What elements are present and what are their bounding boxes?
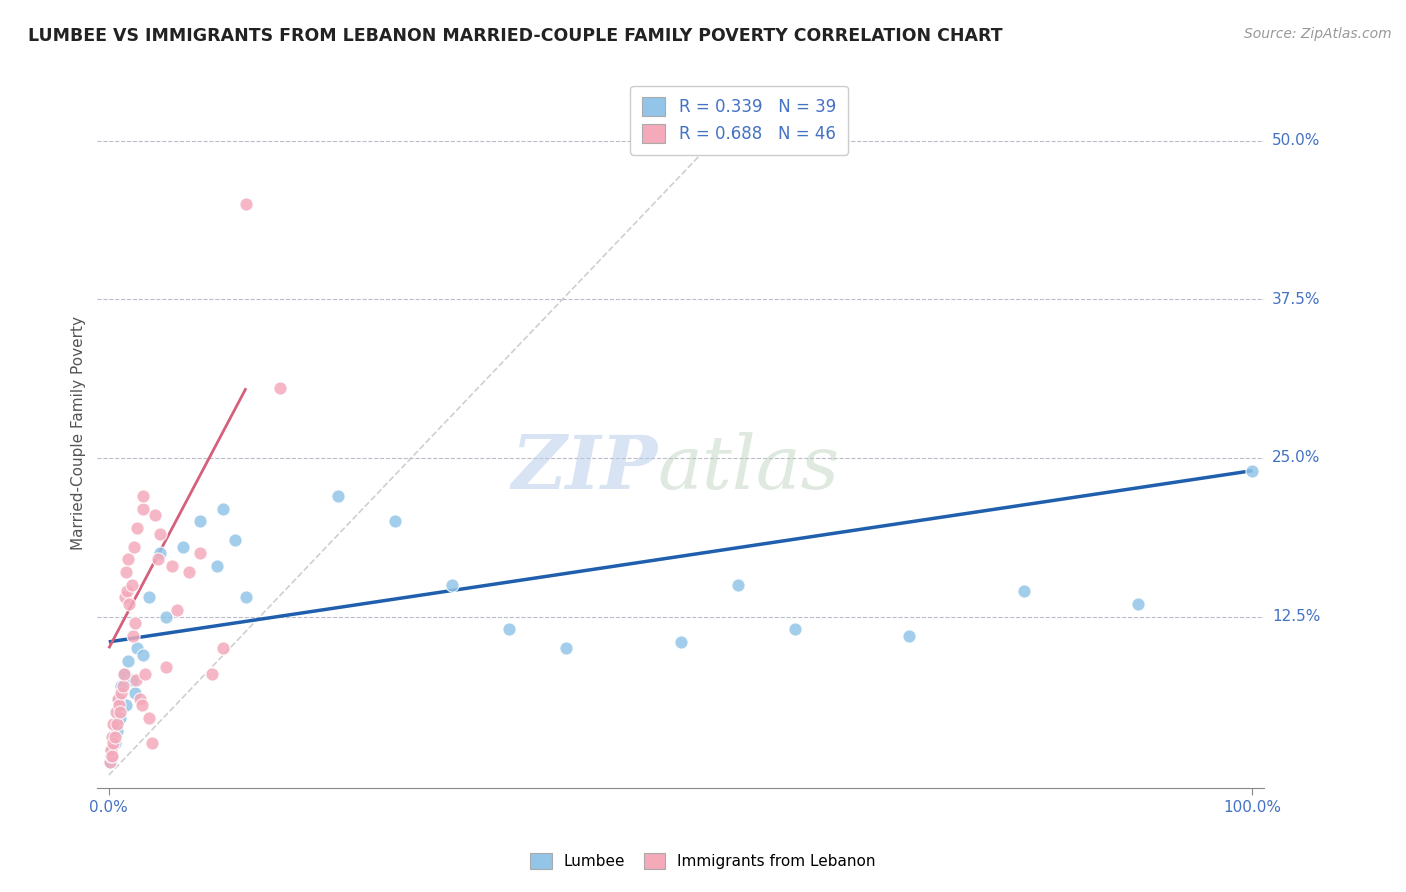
Point bbox=[112, 666, 135, 681]
Point bbox=[110, 705, 132, 719]
Point bbox=[100, 742, 122, 756]
Point bbox=[131, 698, 153, 713]
Point bbox=[108, 698, 131, 713]
Point bbox=[103, 717, 125, 731]
Point bbox=[101, 736, 124, 750]
Point bbox=[149, 527, 172, 541]
Point bbox=[132, 489, 155, 503]
Point bbox=[117, 654, 139, 668]
Point bbox=[98, 756, 121, 770]
Point bbox=[155, 609, 177, 624]
Point bbox=[384, 515, 406, 529]
Text: LUMBEE VS IMMIGRANTS FROM LEBANON MARRIED-COUPLE FAMILY POVERTY CORRELATION CHAR: LUMBEE VS IMMIGRANTS FROM LEBANON MARRIE… bbox=[28, 27, 1002, 45]
Point bbox=[669, 635, 692, 649]
Point bbox=[783, 622, 806, 636]
Point bbox=[115, 698, 138, 713]
Point bbox=[146, 552, 169, 566]
Point bbox=[124, 615, 146, 630]
Point bbox=[141, 736, 163, 750]
Text: 12.5%: 12.5% bbox=[1272, 609, 1320, 624]
Point bbox=[555, 641, 578, 656]
Point bbox=[166, 603, 188, 617]
Point bbox=[188, 515, 211, 529]
Point bbox=[188, 546, 211, 560]
Point bbox=[105, 717, 128, 731]
Point bbox=[121, 578, 143, 592]
Point bbox=[326, 489, 349, 503]
Point bbox=[121, 628, 143, 642]
Point bbox=[132, 501, 155, 516]
Point bbox=[125, 673, 148, 687]
Point bbox=[269, 381, 291, 395]
Point bbox=[124, 685, 146, 699]
Text: atlas: atlas bbox=[657, 432, 839, 504]
Point bbox=[111, 679, 134, 693]
Point bbox=[100, 749, 122, 764]
Text: 25.0%: 25.0% bbox=[1272, 450, 1320, 466]
Point bbox=[1126, 597, 1149, 611]
Point bbox=[118, 597, 141, 611]
Point bbox=[898, 628, 921, 642]
Point bbox=[114, 591, 136, 605]
Point bbox=[121, 673, 143, 687]
Point bbox=[107, 705, 129, 719]
Point bbox=[138, 711, 160, 725]
Point bbox=[149, 546, 172, 560]
Point bbox=[98, 756, 121, 770]
Point bbox=[143, 508, 166, 522]
Point bbox=[177, 565, 200, 579]
Point bbox=[110, 685, 132, 699]
Point bbox=[128, 692, 150, 706]
Point bbox=[155, 660, 177, 674]
Text: 50.0%: 50.0% bbox=[1272, 134, 1320, 148]
Point bbox=[104, 717, 127, 731]
Point bbox=[101, 730, 124, 744]
Point bbox=[104, 705, 127, 719]
Point bbox=[110, 711, 132, 725]
Legend: Lumbee, Immigrants from Lebanon: Lumbee, Immigrants from Lebanon bbox=[524, 847, 882, 875]
Point bbox=[224, 533, 246, 548]
Point bbox=[212, 641, 235, 656]
Point bbox=[122, 540, 145, 554]
Point bbox=[134, 666, 156, 681]
Point bbox=[105, 723, 128, 738]
Point bbox=[115, 584, 138, 599]
Point bbox=[108, 692, 131, 706]
Point bbox=[1012, 584, 1035, 599]
Point bbox=[103, 736, 125, 750]
Point bbox=[103, 730, 125, 744]
Point bbox=[727, 578, 749, 592]
Point bbox=[138, 591, 160, 605]
Point bbox=[1241, 464, 1264, 478]
Point bbox=[101, 749, 124, 764]
Point bbox=[207, 558, 229, 573]
Text: ZIP: ZIP bbox=[510, 432, 657, 504]
Point bbox=[103, 730, 125, 744]
Point bbox=[160, 558, 183, 573]
Point bbox=[115, 565, 138, 579]
Point bbox=[117, 552, 139, 566]
Point bbox=[100, 749, 122, 764]
Point bbox=[132, 648, 155, 662]
Point bbox=[107, 692, 129, 706]
Legend: R = 0.339   N = 39, R = 0.688   N = 46: R = 0.339 N = 39, R = 0.688 N = 46 bbox=[630, 86, 848, 155]
Y-axis label: Married-Couple Family Poverty: Married-Couple Family Poverty bbox=[72, 316, 86, 549]
Point bbox=[201, 666, 224, 681]
Point bbox=[235, 197, 257, 211]
Point bbox=[212, 501, 235, 516]
Point bbox=[110, 679, 132, 693]
Point bbox=[440, 578, 463, 592]
Point bbox=[100, 742, 122, 756]
Point bbox=[127, 641, 149, 656]
Point bbox=[498, 622, 520, 636]
Point bbox=[127, 521, 149, 535]
Point bbox=[235, 591, 257, 605]
Point bbox=[172, 540, 194, 554]
Text: 37.5%: 37.5% bbox=[1272, 292, 1320, 307]
Text: Source: ZipAtlas.com: Source: ZipAtlas.com bbox=[1244, 27, 1392, 41]
Point bbox=[112, 666, 135, 681]
